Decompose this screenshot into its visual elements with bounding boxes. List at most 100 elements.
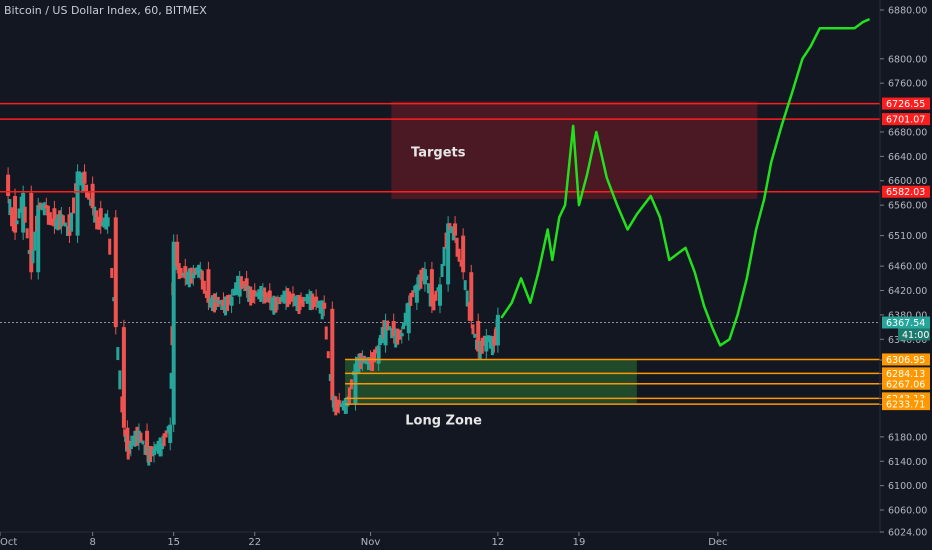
price-candle bbox=[31, 250, 35, 264]
price-candle bbox=[391, 321, 396, 337]
price-candle bbox=[70, 212, 73, 232]
price-candle bbox=[463, 280, 467, 291]
price-candle bbox=[224, 296, 227, 316]
price-candle bbox=[17, 208, 21, 219]
price-candle bbox=[473, 333, 477, 338]
price-candle bbox=[255, 292, 259, 297]
price-candle bbox=[23, 206, 27, 223]
price-candle bbox=[169, 372, 173, 389]
price-candle bbox=[244, 278, 249, 291]
price-candle bbox=[390, 328, 394, 339]
price-candle bbox=[297, 294, 301, 314]
price-candle bbox=[436, 287, 440, 292]
price-candle bbox=[480, 337, 484, 354]
price-candle bbox=[417, 274, 421, 291]
y-tick-label: 6800.00 bbox=[888, 54, 927, 65]
price-candle bbox=[102, 217, 106, 228]
price-candle bbox=[216, 296, 220, 307]
y-tick-label: 6180.00 bbox=[888, 432, 927, 443]
long-zone-label: Long Zone bbox=[405, 414, 482, 429]
price-candle bbox=[399, 333, 404, 337]
price-candle bbox=[409, 292, 413, 306]
price-candle bbox=[59, 214, 64, 227]
price-candle bbox=[432, 294, 436, 311]
price-candle bbox=[263, 287, 267, 304]
price-candle bbox=[44, 205, 49, 209]
price-candle bbox=[63, 222, 67, 227]
price-candle bbox=[33, 231, 37, 251]
price-candle bbox=[214, 299, 219, 303]
price-candle bbox=[264, 292, 268, 303]
y-tick-label: 6600.00 bbox=[888, 176, 927, 187]
price-candle bbox=[232, 288, 236, 296]
price-candle bbox=[183, 266, 188, 279]
price-candle bbox=[316, 300, 320, 308]
price-candle bbox=[125, 427, 130, 450]
price-candle bbox=[293, 296, 297, 307]
price-candle bbox=[322, 302, 327, 309]
price-candle bbox=[110, 267, 114, 278]
price-candle bbox=[145, 430, 150, 456]
y-tick-label: 6680.00 bbox=[888, 127, 927, 138]
price-candle bbox=[438, 284, 442, 306]
price-candle bbox=[154, 444, 158, 452]
price-candle bbox=[19, 196, 23, 213]
price-candle bbox=[158, 437, 162, 457]
price-candle bbox=[249, 286, 253, 306]
price-candle bbox=[373, 349, 377, 363]
price-candle bbox=[398, 329, 402, 340]
price-candle bbox=[175, 241, 180, 267]
price-candle bbox=[61, 215, 65, 226]
price-candle bbox=[426, 283, 430, 294]
price-candle bbox=[141, 440, 145, 445]
price-candle bbox=[72, 197, 76, 214]
price-candle bbox=[52, 208, 57, 227]
price-candle bbox=[93, 206, 97, 223]
price-candle bbox=[204, 290, 208, 298]
price-candle bbox=[282, 290, 286, 304]
price-candle bbox=[355, 356, 359, 370]
price-candle bbox=[10, 207, 14, 227]
price-candle bbox=[425, 275, 429, 280]
price-candle bbox=[305, 293, 309, 304]
price-candle bbox=[65, 226, 69, 237]
x-tick-label: 19 bbox=[573, 537, 586, 548]
price-candle bbox=[471, 324, 475, 335]
price-candle bbox=[270, 297, 274, 311]
price-candle bbox=[160, 442, 165, 450]
price-candle bbox=[461, 235, 466, 273]
price-candle bbox=[166, 425, 170, 433]
target-price-tag: 6582.03 bbox=[886, 187, 925, 198]
current-price-tag: 6367.54 bbox=[886, 318, 925, 329]
long-price-tag-bg bbox=[882, 367, 930, 380]
price-candle bbox=[152, 449, 156, 456]
price-candle bbox=[208, 297, 212, 308]
x-tick-label: 12 bbox=[492, 537, 505, 548]
price-candle bbox=[247, 285, 251, 302]
price-candle bbox=[486, 335, 490, 343]
price-candle bbox=[123, 429, 127, 437]
price-candle bbox=[406, 302, 411, 334]
target-price-tag-bg bbox=[882, 97, 930, 110]
price-candle bbox=[337, 400, 342, 407]
price-candle bbox=[339, 403, 343, 408]
price-candle bbox=[177, 263, 181, 280]
price-candle bbox=[343, 397, 347, 414]
price-candle bbox=[286, 288, 290, 308]
price-candle bbox=[193, 268, 197, 276]
price-candle bbox=[446, 223, 451, 285]
price-candle bbox=[303, 297, 307, 302]
price-candle bbox=[239, 276, 243, 290]
long-price-tag: 6267.06 bbox=[886, 379, 925, 390]
price-candle bbox=[162, 433, 166, 447]
price-candle bbox=[307, 296, 312, 303]
price-candle bbox=[260, 290, 265, 297]
price-candle bbox=[13, 195, 18, 233]
price-candle bbox=[324, 326, 328, 340]
price-candle bbox=[334, 396, 338, 416]
price-candle bbox=[347, 387, 351, 404]
price-candle bbox=[112, 297, 116, 302]
y-tick-label: 6880.00 bbox=[888, 6, 927, 17]
y-tick-label: 6100.00 bbox=[888, 481, 927, 492]
price-candle bbox=[135, 426, 139, 446]
